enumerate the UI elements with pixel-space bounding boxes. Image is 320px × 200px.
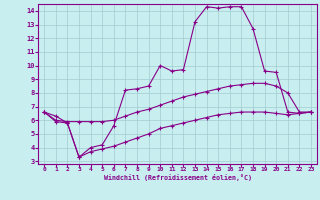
X-axis label: Windchill (Refroidissement éolien,°C): Windchill (Refroidissement éolien,°C): [104, 174, 252, 181]
